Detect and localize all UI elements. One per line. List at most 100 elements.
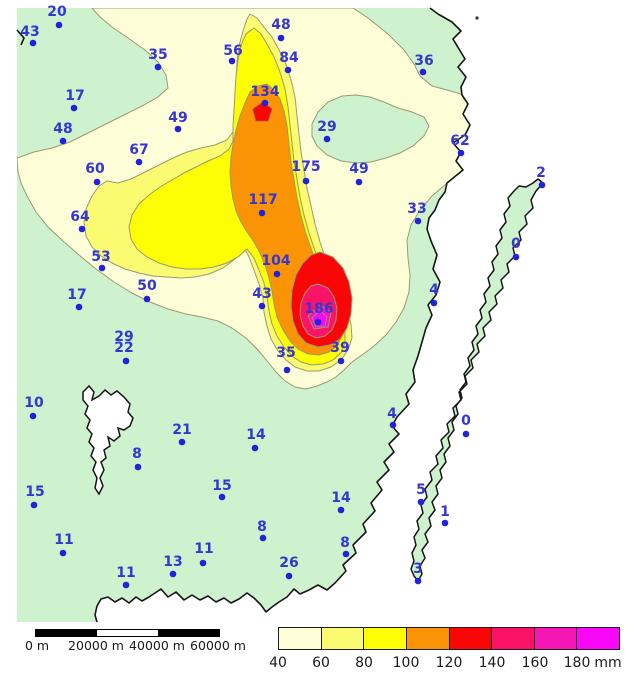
contour-notch-under40 [311, 94, 430, 164]
station-point [228, 57, 236, 65]
station-point [154, 63, 162, 71]
station-value-label: 67 [129, 142, 148, 158]
station-point [538, 181, 546, 189]
oland-island [410, 178, 544, 582]
station-value-label: 117 [248, 192, 277, 208]
station-point [314, 318, 322, 326]
legend-color-ramp [278, 627, 620, 650]
station-value-label: 62 [450, 133, 469, 149]
station-value-label: 0 [511, 236, 521, 252]
lake [82, 384, 134, 496]
legend-swatch [363, 627, 406, 650]
scale-bar-label: 40000 m [129, 638, 185, 653]
legend-tick: 120 [435, 655, 463, 671]
station-point [277, 34, 285, 42]
station-value-label: 60 [85, 161, 105, 177]
station-value-label: 4 [387, 406, 397, 422]
legend-swatch [491, 627, 534, 650]
station-point [302, 177, 310, 185]
station-point [414, 577, 422, 585]
contour-bands [17, 8, 470, 390]
station-value-label: 8 [340, 535, 350, 551]
station-point [122, 357, 130, 365]
station-point [417, 498, 425, 506]
legend-swatch [405, 627, 449, 650]
station-point [258, 209, 266, 217]
station-point [441, 519, 449, 527]
station-value-label: 35 [148, 47, 167, 63]
station-value-label: 33 [407, 201, 426, 217]
station-point [342, 550, 350, 558]
station-value-label: 21 [172, 422, 191, 438]
station-value-label: 56 [223, 43, 242, 59]
station-point [199, 559, 207, 567]
west-coast-fragment [16, 29, 25, 46]
station-value-label: 11 [116, 565, 135, 581]
station-value-label: 1 [440, 504, 450, 520]
station-value-label: 2 [536, 165, 546, 181]
station-value-label: 17 [65, 88, 84, 104]
station-point [323, 135, 331, 143]
station-point [337, 506, 345, 514]
scale-bar-label: 60000 m [190, 638, 246, 653]
station-point [273, 270, 281, 278]
legend-swatch [533, 627, 577, 650]
station-value-label: 11 [54, 532, 73, 548]
station-point [414, 217, 422, 225]
station-value-label: 4 [429, 282, 439, 298]
station-value-label: 39 [330, 340, 349, 356]
station-point [30, 501, 38, 509]
station-point [457, 149, 465, 157]
station-value-label: 186 [304, 301, 333, 317]
station-value-label: 3 [413, 561, 423, 577]
station-value-label: 26 [279, 555, 298, 571]
scale-bar-segment [158, 630, 219, 636]
station-value-label: 43 [20, 24, 39, 40]
station-value-label: 64 [70, 209, 90, 225]
scale-bar [35, 629, 220, 637]
station-point [75, 303, 83, 311]
station-point [389, 421, 397, 429]
legend-tick: 160 [521, 655, 549, 671]
station-value-label: 43 [252, 286, 271, 302]
legend-swatch [448, 627, 492, 650]
station-point [59, 549, 67, 557]
legend-tick-labels: 40 60 80 100 120 140 160 180 mm [0, 655, 639, 673]
station-point [78, 225, 86, 233]
station-value-label: 8 [132, 446, 142, 462]
station-point [259, 534, 267, 542]
station-point [55, 21, 63, 29]
station-point [285, 572, 293, 580]
legend-tick: 60 [312, 655, 330, 671]
station-value-label: 49 [168, 110, 187, 126]
station-point [430, 299, 438, 307]
station-point [93, 178, 101, 186]
station-value-label: 15 [212, 478, 231, 494]
legend-tick: 40 [269, 655, 287, 671]
station-point [174, 125, 182, 133]
station-point [258, 302, 266, 310]
station-value-label: 8 [257, 519, 267, 535]
station-value-label: 20 [47, 4, 67, 20]
station-value-label: 10 [24, 395, 44, 411]
station-value-label: 5 [416, 482, 426, 498]
station-point [419, 68, 427, 76]
station-point [143, 295, 151, 303]
station-point [218, 493, 226, 501]
legend-unit: mm [594, 655, 622, 671]
station-value-label: 36 [414, 53, 433, 69]
station-point [169, 570, 177, 578]
legend-swatch [320, 627, 364, 650]
station-value-label: 14 [246, 427, 266, 443]
station-point [261, 99, 269, 107]
contour-cell-120-north [252, 101, 273, 122]
station-point [512, 253, 520, 261]
station-value-label: 13 [163, 554, 182, 570]
station-value-label: 11 [194, 541, 213, 557]
station-point [122, 581, 130, 589]
station-point [134, 463, 142, 471]
station-value-label: 50 [137, 278, 157, 294]
station-value-label: 48 [53, 121, 72, 137]
